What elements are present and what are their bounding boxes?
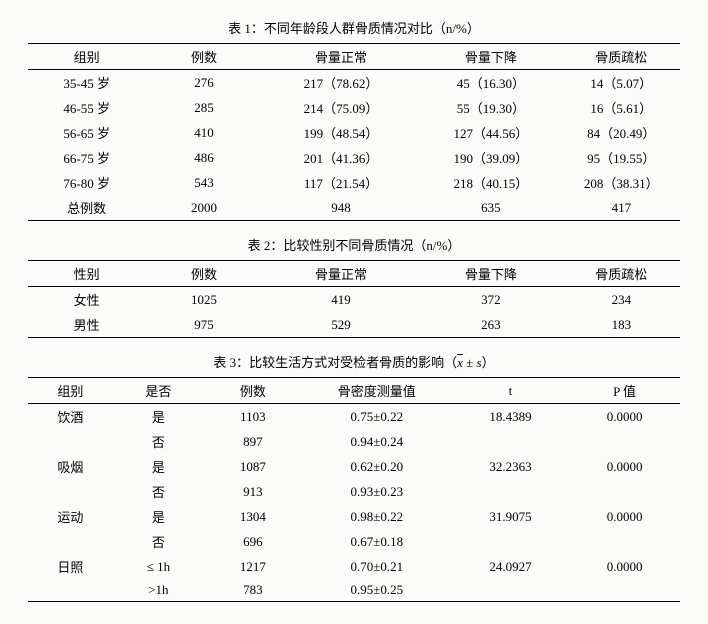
table3-h0: 组别: [28, 378, 113, 404]
table3-title: 表 3：比较生活方式对受检者骨质的影响（x ± s）: [28, 352, 680, 371]
table-row: 运动是13040.98±0.2231.90750.0000: [28, 504, 680, 529]
table-row: 76-80 岁543117（21.54）218（40.15）208（38.31）: [28, 170, 680, 195]
table1-body: 35-45 岁276217（78.62）45（16.30）14（5.07） 46…: [28, 70, 680, 221]
table-row: 女性1025419372234: [28, 287, 680, 313]
table1-title: 表 1：不同年龄段人群骨质情况对比（n/%）: [28, 18, 680, 37]
table1-h3: 骨量下降: [419, 44, 562, 70]
table-row: 吸烟是10870.62±0.2032.23630.0000: [28, 454, 680, 479]
table1-h1: 例数: [145, 44, 262, 70]
table1: 组别 例数 骨量正常 骨量下降 骨质疏松 35-45 岁276217（78.62…: [28, 43, 680, 221]
table2: 性别 例数 骨量正常 骨量下降 骨质疏松 女性1025419372234 男性9…: [28, 260, 680, 338]
table3-h4: t: [452, 378, 569, 404]
table-row: 否6960.67±0.18: [28, 529, 680, 554]
table-row: 否8970.94±0.24: [28, 429, 680, 454]
table1-header-row: 组别 例数 骨量正常 骨量下降 骨质疏松: [28, 44, 680, 70]
table-row: 35-45 岁276217（78.62）45（16.30）14（5.07）: [28, 70, 680, 96]
table-row: 总例数2000948635417: [28, 195, 680, 221]
table-row: 日照≤ 1h12170.70±0.2124.09270.0000: [28, 554, 680, 579]
table-row: 否9130.93±0.23: [28, 479, 680, 504]
table2-body: 女性1025419372234 男性975529263183: [28, 287, 680, 338]
pm-symbol: ±: [463, 355, 477, 370]
table-row: 饮酒是11030.75±0.2218.43890.0000: [28, 404, 680, 430]
table2-h1: 例数: [145, 261, 262, 287]
table2-h3: 骨量下降: [419, 261, 562, 287]
table3-h3: 骨密度测量值: [302, 378, 452, 404]
table3-h1: 是否: [113, 378, 204, 404]
table2-h4: 骨质疏松: [563, 261, 680, 287]
table3-header-row: 组别 是否 例数 骨密度测量值 t P 值: [28, 378, 680, 404]
table-row: >1h7830.95±0.25: [28, 579, 680, 602]
table-row: 56-65 岁410199（48.54）127（44.56）84（20.49）: [28, 120, 680, 145]
table1-h4: 骨质疏松: [563, 44, 680, 70]
table2-h0: 性别: [28, 261, 145, 287]
table3-title-prefix: 表 3：比较生活方式对受检者骨质的影响（: [213, 355, 457, 370]
table1-h0: 组别: [28, 44, 145, 70]
table-row: 46-55 岁285214（75.09）55（19.30）16（5.61）: [28, 95, 680, 120]
table3-body: 饮酒是11030.75±0.2218.43890.0000 否8970.94±0…: [28, 404, 680, 602]
table-row: 男性975529263183: [28, 312, 680, 338]
table3-h5: P 值: [569, 378, 680, 404]
table-row: 66-75 岁486201（41.36）190（39.09）95（19.55）: [28, 145, 680, 170]
table3-h2: 例数: [204, 378, 302, 404]
table3-title-suffix: ）: [482, 355, 495, 370]
table2-header-row: 性别 例数 骨量正常 骨量下降 骨质疏松: [28, 261, 680, 287]
table3: 组别 是否 例数 骨密度测量值 t P 值 饮酒是11030.75±0.2218…: [28, 377, 680, 602]
table1-h2: 骨量正常: [263, 44, 419, 70]
table2-title: 表 2：比较性别不同骨质情况（n/%）: [28, 235, 680, 254]
table2-h2: 骨量正常: [263, 261, 419, 287]
